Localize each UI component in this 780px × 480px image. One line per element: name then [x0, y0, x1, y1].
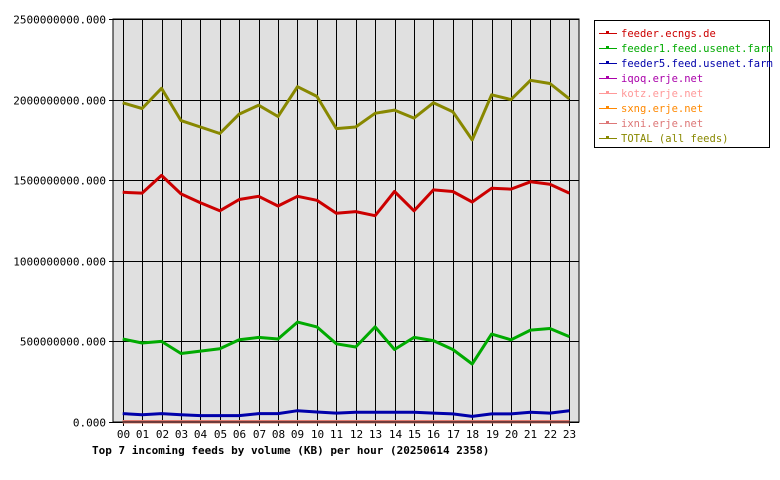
legend-entry: TOTAL (all feeds)	[599, 131, 728, 146]
legend: feeder.ecngs.de feeder1.feed.usenet.farm f…	[594, 20, 773, 148]
x-tick-label: 03	[175, 428, 188, 441]
chart-caption: Top 7 incoming feeds by volume (KB) per …	[92, 444, 490, 457]
legend-swatch	[599, 106, 617, 109]
y-tick-label: 1000000000.000	[13, 256, 106, 269]
legend-swatch	[599, 31, 617, 34]
series-line	[122, 173, 570, 218]
x-tick-label: 08	[272, 428, 285, 441]
legend-swatch	[599, 91, 617, 94]
legend-label: sxng.erje.net	[621, 102, 704, 115]
legend-entry: kotz.erje.net	[599, 86, 703, 101]
legend-entry: feeder5.feed.usenet.farm	[599, 56, 773, 71]
y-tick-label: 2500000000.000	[13, 14, 106, 27]
x-tick-label: 14	[389, 428, 403, 441]
plot-area	[113, 19, 579, 422]
legend-swatch	[599, 46, 617, 49]
x-tick-label: 09	[291, 428, 304, 441]
x-tick-label: 00	[117, 428, 130, 441]
x-tick-label: 01	[136, 428, 149, 441]
x-tick-label: 23	[563, 428, 576, 441]
legend-swatch	[599, 61, 617, 64]
legend-label: TOTAL (all feeds)	[621, 132, 729, 145]
legend-label: feeder.ecngs.de	[621, 27, 716, 40]
x-tick-label: 16	[427, 428, 440, 441]
x-tick-label: 15	[408, 428, 421, 441]
x-tick-label: 11	[330, 428, 343, 441]
x-tick-label: 05	[214, 428, 227, 441]
legend-label: ixni.erje.net	[621, 117, 704, 130]
x-tick-label: 13	[369, 428, 382, 441]
x-tick-label: 18	[466, 428, 479, 441]
y-tick-label: 1500000000.000	[13, 175, 106, 188]
x-tick-label: 17	[447, 428, 460, 441]
x-tick-label: 04	[194, 428, 208, 441]
x-tick-label: 20	[505, 428, 518, 441]
legend-label: feeder1.feed.usenet.farm	[621, 42, 773, 55]
legend-swatch	[599, 76, 617, 79]
x-tick-label: 10	[311, 428, 324, 441]
legend-entry: feeder1.feed.usenet.farm	[599, 41, 773, 56]
x-tick-label: 02	[156, 428, 169, 441]
legend-entry: ixni.erje.net	[599, 116, 703, 131]
y-axis-ticks: 0.000 500000000.000 1000000000.000 15000000…	[13, 14, 113, 430]
x-tick-label: 06	[233, 428, 246, 441]
x-tick-label: 12	[350, 428, 363, 441]
vertical-gridlines	[123, 19, 570, 422]
legend-label: feeder5.feed.usenet.farm	[621, 57, 773, 70]
x-axis-ticks: 00 01 02 03 04 05 06 07 08 09 10 11 12 13 14 15 16 17 18 19…	[117, 422, 576, 441]
y-tick-label: 0.000	[73, 417, 106, 430]
x-tick-label: 19	[486, 428, 499, 441]
x-tick-label: 22	[544, 428, 557, 441]
legend-swatch	[599, 121, 617, 124]
x-tick-label: 21	[524, 428, 537, 441]
y-tick-label: 2000000000.000	[13, 95, 106, 108]
legend-entry: feeder.ecngs.de	[599, 26, 716, 41]
legend-label: iqoq.erje.net	[621, 72, 704, 85]
legend-entry: iqoq.erje.net	[599, 71, 703, 86]
series-line	[122, 78, 571, 142]
series-line	[122, 409, 570, 418]
series-line	[122, 320, 570, 366]
legend-label: kotz.erje.net	[621, 87, 704, 100]
y-tick-label: 500000000.000	[20, 336, 106, 349]
x-tick-label: 07	[253, 428, 266, 441]
plot-border	[112, 18, 580, 423]
legend-entry: sxng.erje.net	[599, 101, 703, 116]
legend-swatch	[599, 136, 617, 139]
